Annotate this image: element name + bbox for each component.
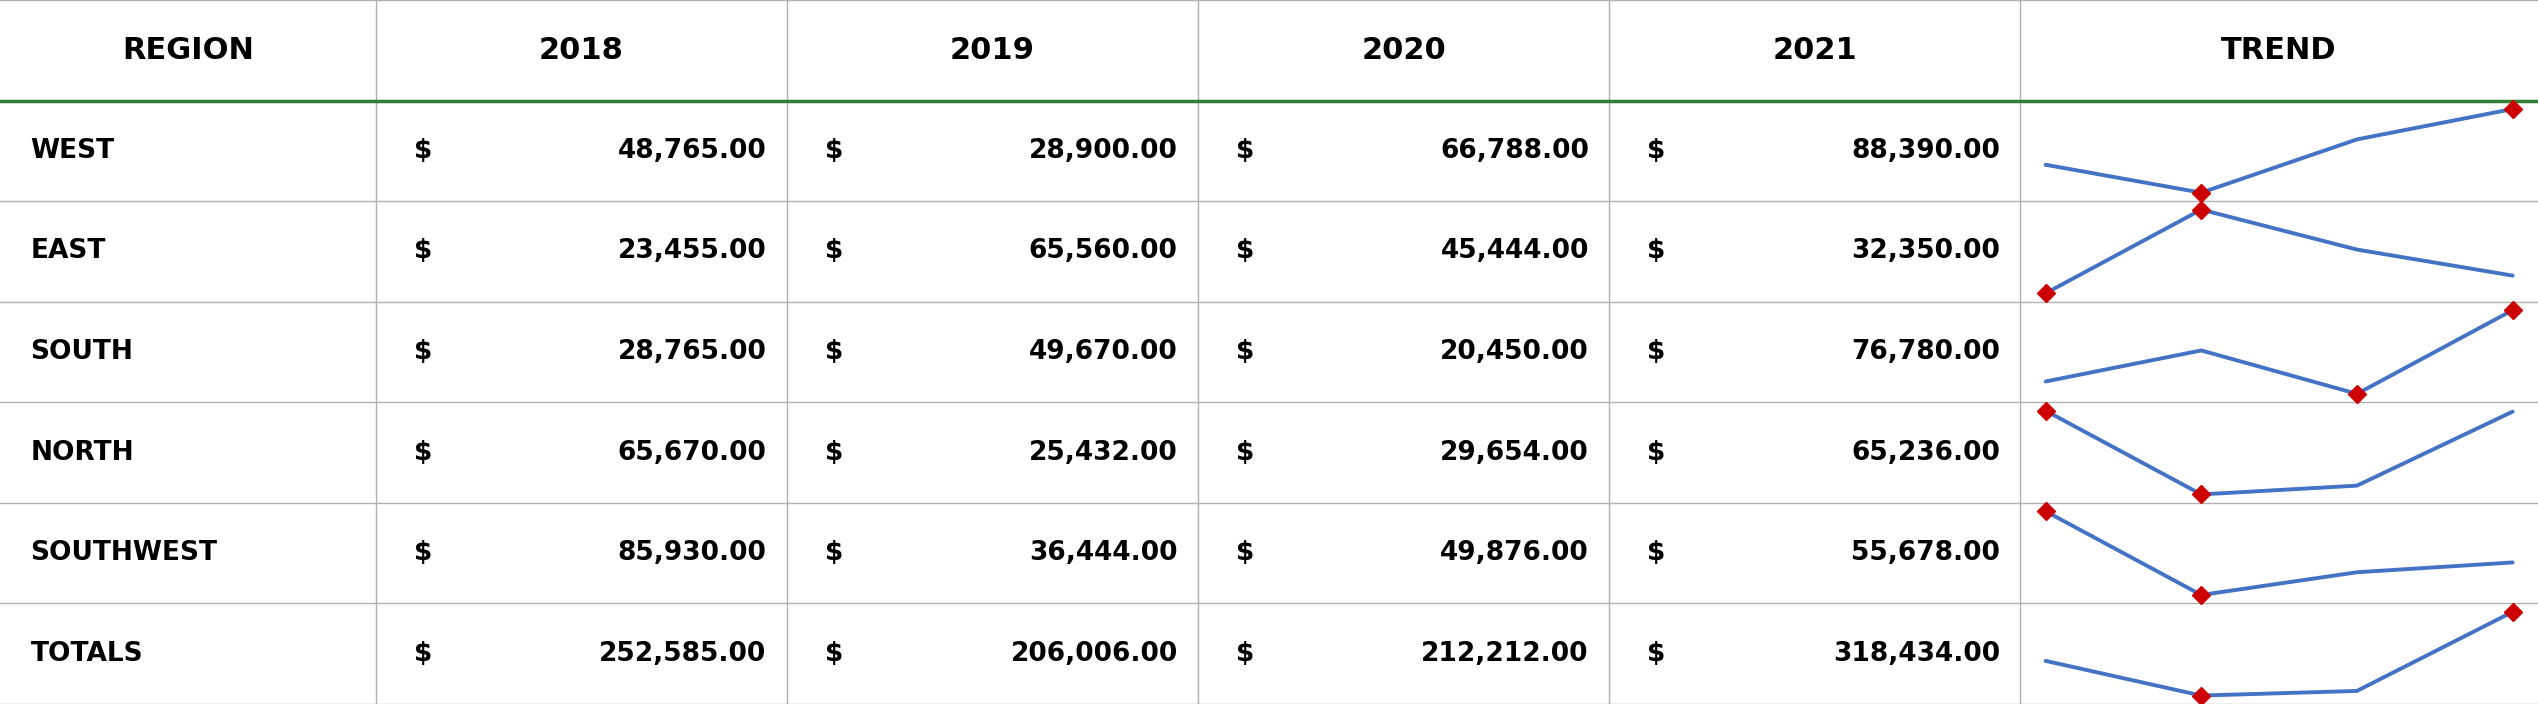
Text: 32,350.00: 32,350.00 (1850, 239, 2000, 265)
Text: 88,390.00: 88,390.00 (1850, 138, 2000, 164)
Text: EAST: EAST (30, 239, 107, 265)
Text: $: $ (1647, 540, 1665, 566)
Text: 318,434.00: 318,434.00 (1832, 641, 2000, 667)
Text: $: $ (1236, 239, 1254, 265)
Text: $: $ (1236, 540, 1254, 566)
Text: $: $ (825, 439, 843, 465)
Text: $: $ (414, 641, 431, 667)
Text: 20,450.00: 20,450.00 (1439, 339, 1589, 365)
Text: 29,654.00: 29,654.00 (1439, 439, 1589, 465)
Text: $: $ (1236, 439, 1254, 465)
Text: 55,678.00: 55,678.00 (1850, 540, 2000, 566)
Text: TREND: TREND (2221, 36, 2337, 65)
Text: $: $ (825, 540, 843, 566)
Text: 212,212.00: 212,212.00 (1421, 641, 1589, 667)
Text: SOUTHWEST: SOUTHWEST (30, 540, 218, 566)
Text: 66,788.00: 66,788.00 (1439, 138, 1589, 164)
Text: 25,432.00: 25,432.00 (1028, 439, 1178, 465)
Text: $: $ (1236, 641, 1254, 667)
Text: 76,780.00: 76,780.00 (1850, 339, 2000, 365)
Text: $: $ (1647, 439, 1665, 465)
Text: 2020: 2020 (1360, 36, 1447, 65)
Text: 48,765.00: 48,765.00 (617, 138, 766, 164)
Text: REGION: REGION (122, 36, 254, 65)
Text: $: $ (414, 138, 431, 164)
Text: 45,444.00: 45,444.00 (1442, 239, 1589, 265)
Text: $: $ (1647, 138, 1665, 164)
Text: 28,765.00: 28,765.00 (617, 339, 766, 365)
Text: $: $ (825, 239, 843, 265)
Text: $: $ (1647, 641, 1665, 667)
Text: $: $ (414, 540, 431, 566)
Text: $: $ (825, 641, 843, 667)
Text: 65,236.00: 65,236.00 (1850, 439, 2000, 465)
Text: 28,900.00: 28,900.00 (1028, 138, 1178, 164)
Text: 2018: 2018 (538, 36, 624, 65)
Text: 49,670.00: 49,670.00 (1028, 339, 1178, 365)
Text: 23,455.00: 23,455.00 (617, 239, 766, 265)
Text: $: $ (1647, 339, 1665, 365)
Text: $: $ (1236, 339, 1254, 365)
Text: 49,876.00: 49,876.00 (1439, 540, 1589, 566)
Text: $: $ (825, 138, 843, 164)
Text: 2021: 2021 (1772, 36, 1858, 65)
Text: 65,560.00: 65,560.00 (1028, 239, 1178, 265)
Text: SOUTH: SOUTH (30, 339, 135, 365)
Text: 2019: 2019 (949, 36, 1036, 65)
Text: TOTALS: TOTALS (30, 641, 142, 667)
Text: $: $ (414, 439, 431, 465)
Text: 36,444.00: 36,444.00 (1028, 540, 1178, 566)
Text: $: $ (1647, 239, 1665, 265)
Text: NORTH: NORTH (30, 439, 135, 465)
Text: 65,670.00: 65,670.00 (617, 439, 766, 465)
Text: 85,930.00: 85,930.00 (617, 540, 766, 566)
Text: WEST: WEST (30, 138, 114, 164)
Text: $: $ (414, 239, 431, 265)
Text: $: $ (414, 339, 431, 365)
Text: $: $ (825, 339, 843, 365)
Text: $: $ (1236, 138, 1254, 164)
Text: 206,006.00: 206,006.00 (1010, 641, 1178, 667)
Text: 252,585.00: 252,585.00 (599, 641, 766, 667)
